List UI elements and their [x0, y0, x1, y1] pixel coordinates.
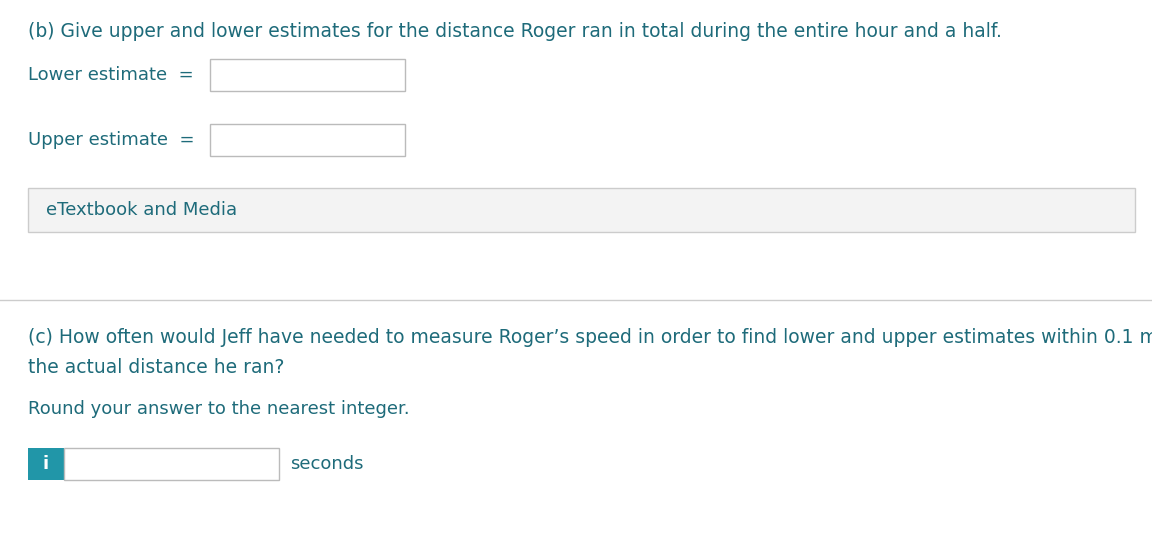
Text: eTextbook and Media: eTextbook and Media	[46, 201, 237, 219]
Text: i: i	[43, 455, 50, 473]
Text: Lower estimate  =: Lower estimate =	[28, 66, 194, 84]
FancyBboxPatch shape	[210, 124, 406, 156]
Text: seconds: seconds	[290, 455, 364, 473]
Text: (c) How often would Jeff have needed to measure Roger’s speed in order to find l: (c) How often would Jeff have needed to …	[28, 328, 1152, 347]
Text: the actual distance he ran?: the actual distance he ran?	[28, 358, 285, 377]
FancyBboxPatch shape	[210, 59, 406, 91]
FancyBboxPatch shape	[28, 448, 65, 480]
FancyBboxPatch shape	[65, 448, 279, 480]
Text: (b) Give upper and lower estimates for the distance Roger ran in total during th: (b) Give upper and lower estimates for t…	[28, 22, 1002, 41]
FancyBboxPatch shape	[28, 188, 1135, 232]
Text: Round your answer to the nearest integer.: Round your answer to the nearest integer…	[28, 400, 410, 418]
Text: Upper estimate  =: Upper estimate =	[28, 131, 195, 149]
